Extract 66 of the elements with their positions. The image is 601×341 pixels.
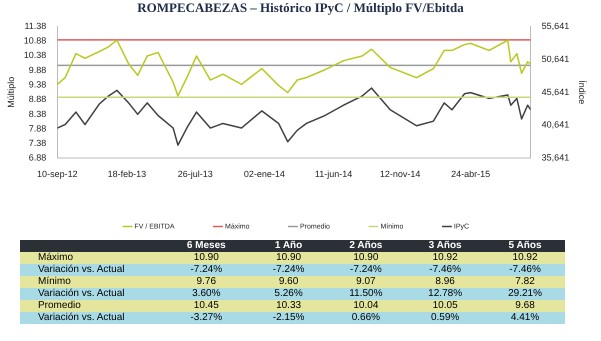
y2-tick-label: 35,641 xyxy=(542,152,570,163)
text: 5.26% xyxy=(274,288,303,299)
text: 10.05 xyxy=(432,300,458,311)
text: 7.82 xyxy=(515,276,535,287)
text: 0.59% xyxy=(430,312,460,323)
text: -7.24% xyxy=(190,264,222,275)
text: 29.21% xyxy=(508,288,542,299)
category-label: Promedio xyxy=(38,300,81,311)
category-label: 5 Años xyxy=(508,240,543,252)
text: -2.15% xyxy=(272,312,304,323)
y2-tick-label: 55,641 xyxy=(542,20,570,31)
text: -3.27% xyxy=(190,312,222,323)
text: 10.92 xyxy=(512,252,538,263)
text: -7.46% xyxy=(429,264,461,275)
category-label: 2 Años xyxy=(348,240,384,252)
chart-title: ROMPECABEZAS – Histórico IPyC / Múltiplo FV/Ebitda xyxy=(136,0,465,17)
text: -7.24% xyxy=(272,264,304,275)
x-tick-label: 26-jul-13 xyxy=(178,169,213,180)
category-label: 1 Año xyxy=(274,240,304,252)
y-tick-label: 9.88 xyxy=(28,64,46,75)
text: 10.92 xyxy=(432,252,458,263)
text: 10.90 xyxy=(276,252,302,263)
text: 4.41% xyxy=(510,312,540,323)
text: 3.60% xyxy=(192,288,220,299)
x-tick-label: 12-nov-14 xyxy=(380,169,420,180)
y-tick-label: 10.88 xyxy=(24,36,46,46)
y-tick-label: 9.38 xyxy=(28,79,46,90)
y-tick-label: 6.88 xyxy=(28,152,46,163)
x-tick-label: 11-jun-14 xyxy=(314,169,352,180)
text: 9.68 xyxy=(515,300,535,311)
category-label: Máximo xyxy=(38,252,74,263)
x-tick-label: 18-feb-13 xyxy=(108,169,146,180)
text: 9.76 xyxy=(196,276,216,287)
text: 12.78% xyxy=(428,288,462,299)
y-tick-label: 8.38 xyxy=(28,108,46,119)
y2-tick-label: 50,641 xyxy=(542,54,570,64)
x-tick-label: 02-ene-14 xyxy=(244,169,285,180)
category-label: 3 Años xyxy=(428,240,463,252)
text: 11.50% xyxy=(349,288,382,299)
text: 10.90 xyxy=(353,252,378,263)
y-tick-label: 11.38 xyxy=(24,20,46,31)
category-label: Variación vs. Actual xyxy=(38,288,125,299)
text: 10.45 xyxy=(194,300,219,311)
x-tick-label: 24-abr-15 xyxy=(451,169,490,180)
text: 10.33 xyxy=(276,300,302,311)
y2-tick-label: 40,641 xyxy=(542,120,570,130)
category-label: Variación vs. Actual xyxy=(38,264,125,275)
text: -7.24% xyxy=(350,264,382,275)
y-tick-label: 10.38 xyxy=(24,50,46,60)
y-tick-label: 7.88 xyxy=(28,123,46,134)
text: 9.60 xyxy=(278,276,298,287)
y2-axis-title: Índice xyxy=(577,80,588,104)
text: -7.46% xyxy=(509,264,541,275)
y-axis-title: Múltiplo xyxy=(6,76,16,108)
category-label: Variación vs. Actual xyxy=(38,312,125,323)
text: 10.04 xyxy=(353,300,378,311)
y2-tick-label: 45,641 xyxy=(542,86,570,97)
y-tick-label: 7.38 xyxy=(28,138,46,148)
x-tick-label: 10-sep-12 xyxy=(37,169,78,180)
y-tick-label: 8.88 xyxy=(28,94,46,104)
text: 8.96 xyxy=(435,276,455,287)
category-label: Mínimo xyxy=(38,276,71,287)
text: 0.66% xyxy=(352,312,380,323)
category-label: 6 Meses xyxy=(186,240,227,252)
text: 10.90 xyxy=(194,252,219,263)
text: 9.07 xyxy=(356,276,376,287)
